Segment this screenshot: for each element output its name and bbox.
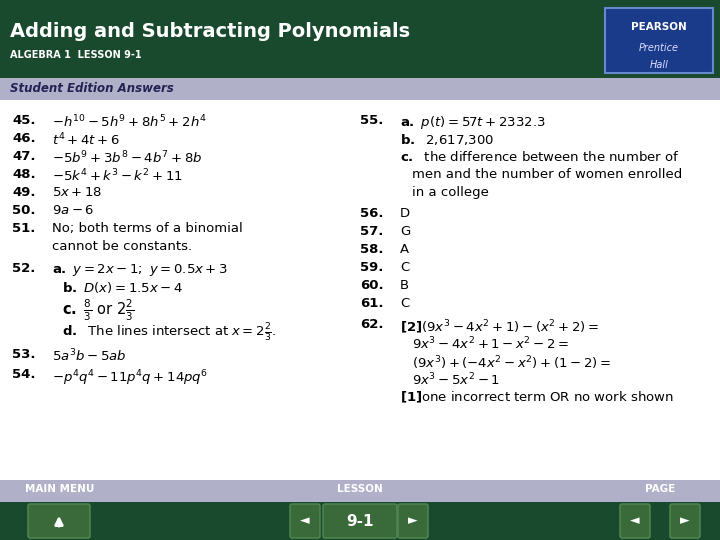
Text: ◄: ◄: [630, 515, 640, 528]
Text: 53.: 53.: [12, 348, 35, 361]
Text: in a college: in a college: [412, 186, 489, 199]
Text: 62.: 62.: [360, 318, 384, 331]
Text: cannot be constants.: cannot be constants.: [52, 240, 192, 253]
Text: MAIN MENU: MAIN MENU: [25, 484, 95, 494]
Text: 58.: 58.: [360, 243, 384, 256]
Text: 52.: 52.: [12, 262, 35, 275]
Text: Adding and Subtracting Polynomials: Adding and Subtracting Polynomials: [10, 22, 410, 41]
Text: 55.: 55.: [360, 114, 383, 127]
FancyBboxPatch shape: [398, 504, 428, 538]
Text: $9a - 6$: $9a - 6$: [52, 204, 94, 217]
Text: Prentice: Prentice: [639, 43, 679, 53]
Text: $-h^{10} - 5h^9 + 8h^5 + 2h^4$: $-h^{10} - 5h^9 + 8h^5 + 2h^4$: [52, 114, 207, 131]
FancyBboxPatch shape: [290, 504, 320, 538]
Text: $\mathbf{[2]}(9x^3 - 4x^2 + 1) - (x^2 + 2) =$: $\mathbf{[2]}(9x^3 - 4x^2 + 1) - (x^2 + …: [400, 318, 599, 336]
Text: C: C: [400, 261, 409, 274]
Text: $\mathbf{c.}\ \frac{8}{3}\ \mathrm{or}\ 2\frac{2}{3}$: $\mathbf{c.}\ \frac{8}{3}\ \mathrm{or}\ …: [62, 298, 135, 323]
Text: PEARSON: PEARSON: [631, 22, 687, 32]
Text: ◄: ◄: [300, 515, 310, 528]
Text: ALGEBRA 1  LESSON 9-1: ALGEBRA 1 LESSON 9-1: [10, 50, 142, 60]
Text: $(9x^3) + (-4x^2 - x^2) + (1 - 2) =$: $(9x^3) + (-4x^2 - x^2) + (1 - 2) =$: [412, 354, 611, 372]
Text: G: G: [400, 225, 410, 238]
FancyBboxPatch shape: [670, 504, 700, 538]
Text: 59.: 59.: [360, 261, 383, 274]
Text: 50.: 50.: [12, 204, 35, 217]
Text: $9x^3 - 4x^2 + 1 - x^2 - 2 =$: $9x^3 - 4x^2 + 1 - x^2 - 2 =$: [412, 336, 569, 353]
Text: $-p^4q^4 - 11p^4q + 14pq^6$: $-p^4q^4 - 11p^4q + 14pq^6$: [52, 368, 208, 388]
Text: PAGE: PAGE: [645, 484, 675, 494]
Bar: [0, 0, 720, 78]
Text: $\mathbf{c.}$  the difference between the number of: $\mathbf{c.}$ the difference between the…: [400, 150, 680, 164]
Text: $9x^3 - 5x^2 - 1$: $9x^3 - 5x^2 - 1$: [412, 372, 500, 389]
Text: No; both terms of a binomial: No; both terms of a binomial: [52, 222, 243, 235]
Text: 46.: 46.: [12, 132, 35, 145]
Text: C: C: [400, 297, 409, 310]
Text: $\mathbf{d.}$  The lines intersect at $x = 2\frac{2}{3}$.: $\mathbf{d.}$ The lines intersect at $x …: [62, 322, 276, 344]
Text: 49.: 49.: [12, 186, 35, 199]
Text: 51.: 51.: [12, 222, 35, 235]
FancyBboxPatch shape: [28, 504, 90, 538]
Bar: [0, 480, 720, 502]
Text: B: B: [400, 279, 409, 292]
Bar: [605, 8, 713, 73]
Text: $-5k^4 + k^3 - k^2 + 11$: $-5k^4 + k^3 - k^2 + 11$: [52, 168, 183, 185]
Text: 60.: 60.: [360, 279, 384, 292]
Text: $5a^3b - 5ab$: $5a^3b - 5ab$: [52, 348, 127, 364]
Text: Student Edition Answers: Student Edition Answers: [10, 82, 174, 95]
Bar: [0, 502, 720, 540]
Text: 61.: 61.: [360, 297, 384, 310]
Text: men and the number of women enrolled: men and the number of women enrolled: [412, 168, 683, 181]
Text: 45.: 45.: [12, 114, 35, 127]
Text: D: D: [400, 207, 410, 220]
Text: $t^4 + 4t + 6$: $t^4 + 4t + 6$: [52, 132, 120, 148]
Text: $\mathbf{b.}$  2,617,300: $\mathbf{b.}$ 2,617,300: [400, 132, 494, 147]
Text: 57.: 57.: [360, 225, 383, 238]
Text: 54.: 54.: [12, 368, 35, 381]
Text: 9-1: 9-1: [346, 514, 374, 529]
FancyBboxPatch shape: [620, 504, 650, 538]
Text: $\mathbf{a.}\ p(t) = 57t + 2332.3$: $\mathbf{a.}\ p(t) = 57t + 2332.3$: [400, 114, 546, 131]
Text: $-5b^9 + 3b^8 - 4b^7 + 8b$: $-5b^9 + 3b^8 - 4b^7 + 8b$: [52, 150, 202, 167]
Text: 47.: 47.: [12, 150, 35, 163]
Text: $5x + 18$: $5x + 18$: [52, 186, 102, 199]
FancyBboxPatch shape: [323, 504, 397, 538]
Text: $\mathbf{a.}\ y = 2x - 1;\ y = 0.5x + 3$: $\mathbf{a.}\ y = 2x - 1;\ y = 0.5x + 3$: [52, 262, 228, 278]
Text: Hall: Hall: [649, 60, 668, 70]
Text: LESSON: LESSON: [337, 484, 383, 494]
Text: 48.: 48.: [12, 168, 35, 181]
Bar: [0, 78, 720, 100]
Text: $\mathbf{b.}\ D(x) = 1.5x - 4$: $\mathbf{b.}\ D(x) = 1.5x - 4$: [62, 280, 183, 295]
Text: ►: ►: [680, 515, 690, 528]
Text: A: A: [400, 243, 409, 256]
Text: ►: ►: [408, 515, 418, 528]
Text: $\mathbf{[1]}$one incorrect term OR no work shown: $\mathbf{[1]}$one incorrect term OR no w…: [400, 390, 674, 405]
Text: 56.: 56.: [360, 207, 384, 220]
